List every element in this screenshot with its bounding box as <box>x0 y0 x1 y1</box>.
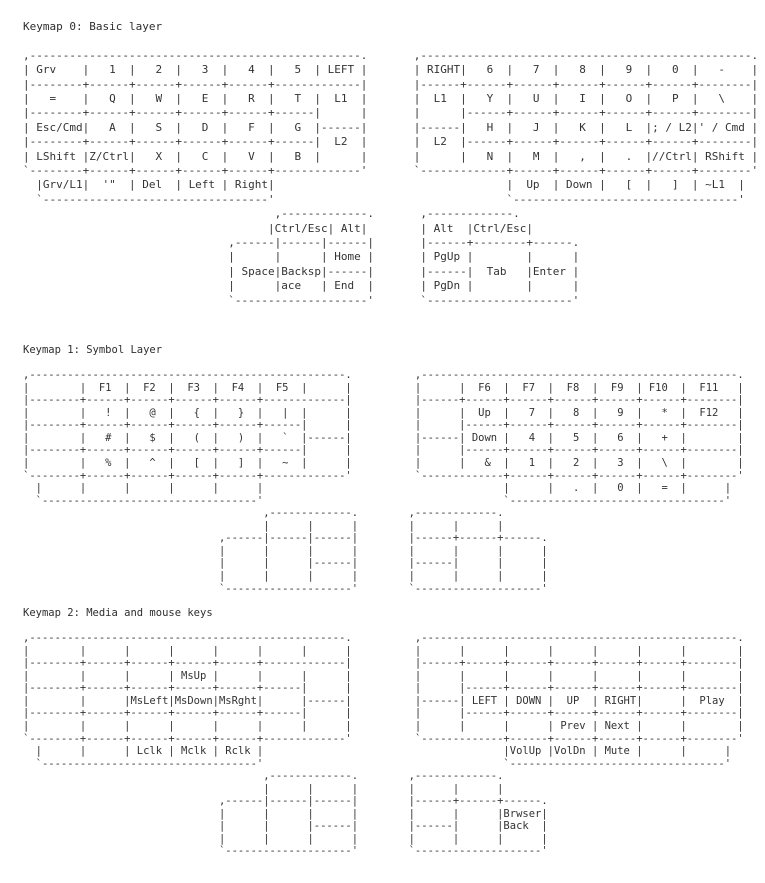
keymap-1-title: Keymap 1: Symbol Layer <box>23 344 163 357</box>
keymap-document: Keymap 0: Basic layer ,-----------------… <box>23 20 765 858</box>
keymap-0-title: Keymap 0: Basic layer <box>23 20 163 33</box>
keymap-0-section: Keymap 0: Basic layer ,-----------------… <box>23 20 765 308</box>
keymap-0-ascii-diagram: ,---------------------------------------… <box>23 48 759 307</box>
keymap-2-section: Keymap 2: Media and mouse keys ,--------… <box>23 607 765 858</box>
keymap-1-section: Keymap 1: Symbol Layer ,----------------… <box>23 344 765 595</box>
keymap-2-ascii-diagram: ,---------------------------------------… <box>23 632 744 858</box>
keymap-2-title: Keymap 2: Media and mouse keys <box>23 607 213 620</box>
keymap-1-ascii-diagram: ,---------------------------------------… <box>23 369 744 595</box>
